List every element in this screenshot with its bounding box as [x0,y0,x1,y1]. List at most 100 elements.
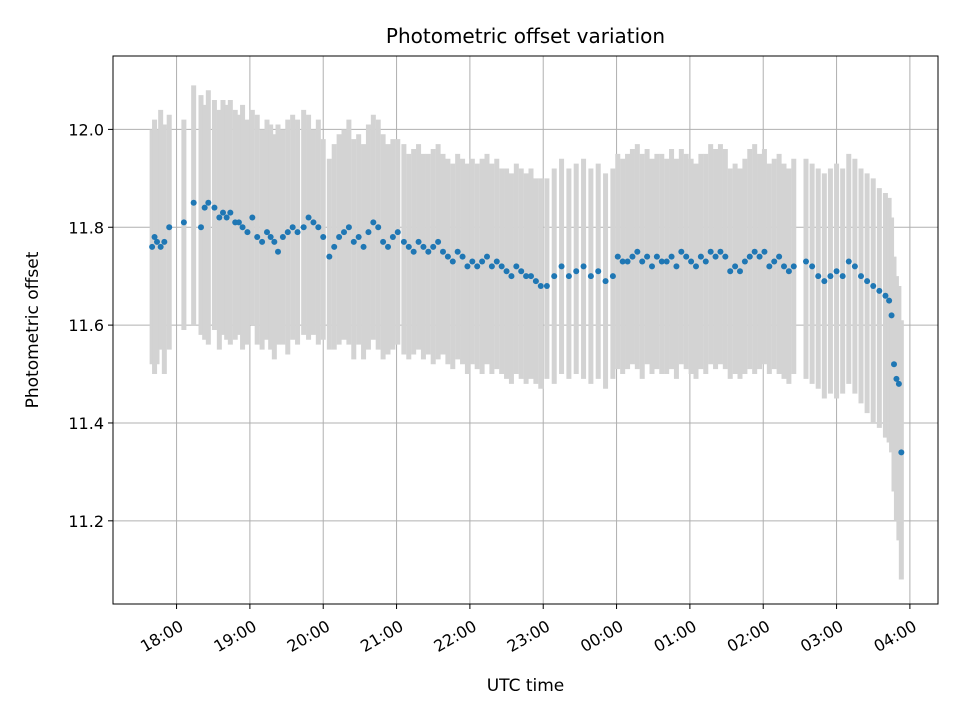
data-point [216,214,223,221]
data-point [264,229,270,236]
data-point [790,263,797,270]
data-point [400,238,407,245]
data-point [180,219,187,226]
data-point [898,449,905,456]
data-point [355,234,362,241]
data-point [741,258,748,265]
data-point [565,273,572,280]
data-point [781,263,787,270]
data-point [198,224,204,231]
data-point [279,234,286,241]
data-point [702,258,709,265]
data-point [732,263,739,270]
data-point [888,312,895,319]
data-point [528,273,534,280]
data-point [474,263,481,270]
data-point [771,258,778,265]
data-point [493,258,500,265]
data-points [149,199,905,456]
data-point [851,263,858,270]
data-point [440,248,446,255]
data-point [239,224,246,231]
data-point [315,224,322,231]
data-point [454,248,461,255]
data-point [305,214,312,221]
data-point [532,278,539,285]
data-point [435,238,442,245]
data-point [244,229,251,236]
data-point [259,238,266,245]
data-point [766,263,773,270]
data-point [580,263,587,270]
data-point [289,224,296,231]
data-point [425,248,432,255]
data-point [300,224,307,231]
data-point [678,248,685,255]
data-point [459,253,466,260]
data-point [365,229,372,236]
data-point [543,282,550,289]
chart-title: Photometric offset variation [386,24,665,48]
data-point [503,268,510,275]
data-point [634,248,641,255]
data-point [508,273,515,280]
data-point [275,248,281,255]
data-point [488,263,495,270]
data-point [394,229,401,236]
data-point [833,268,840,275]
data-point [350,238,357,245]
data-point [737,268,743,275]
data-point [668,253,675,260]
data-point [449,258,456,265]
data-point [420,243,427,250]
data-point [602,278,609,285]
data-point [653,253,660,260]
data-point [201,204,208,211]
data-point [149,243,156,250]
data-point [254,234,261,241]
data-point [320,234,327,241]
data-point [761,248,768,255]
data-point [161,238,168,245]
data-point [751,248,758,255]
data-point [609,273,616,280]
data-point [558,263,565,270]
y-tick-label: 11.2 [68,512,104,531]
data-point [673,263,680,270]
data-point [707,248,714,255]
plot-frame [112,55,939,605]
data-point [688,258,695,265]
data-point [444,253,451,260]
y-axis-title: Photometric offset [23,251,43,408]
data-point [756,253,763,260]
data-point [154,238,160,245]
data-point [341,229,347,236]
data-point [484,253,490,260]
data-point [722,253,729,260]
data-point [727,268,734,275]
y-tick-label: 11.6 [68,316,104,335]
data-point [649,263,655,270]
data-point [629,253,636,260]
data-point [595,268,602,275]
data-point [518,268,525,275]
data-point [190,199,197,206]
data-point [624,258,631,265]
data-point [821,278,828,285]
data-point [573,268,580,275]
data-point [870,282,877,289]
data-point [469,258,476,265]
data-point [157,243,164,250]
data-point [683,253,690,260]
data-point [310,219,317,226]
data-point [336,234,343,241]
data-point [746,253,753,260]
data-point [712,253,719,260]
data-point [893,375,900,382]
data-point [663,258,670,265]
data-point [619,258,626,265]
data-point [895,380,902,387]
data-point [693,263,699,270]
y-tick-label: 11.4 [68,414,104,433]
